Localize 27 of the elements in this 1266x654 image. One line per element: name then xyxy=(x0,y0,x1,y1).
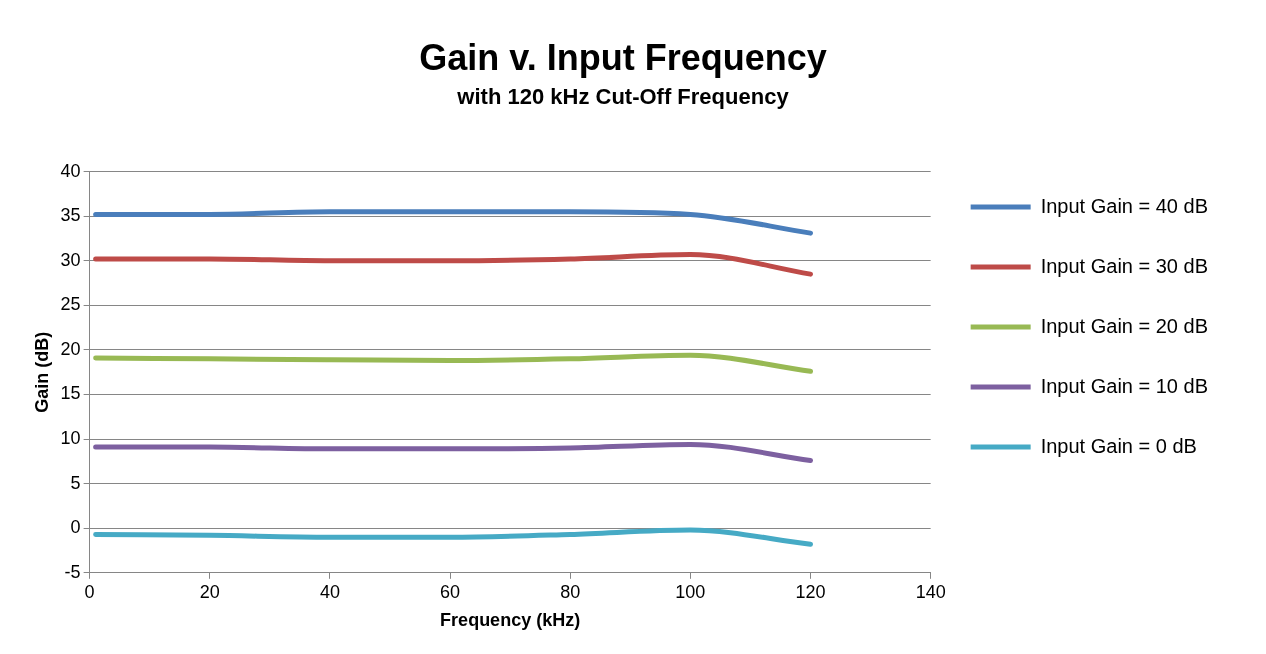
y-tick-label: 5 xyxy=(70,472,81,493)
x-axis-title: Frequency (kHz) xyxy=(440,610,581,631)
y-tick-label: 20 xyxy=(60,338,81,359)
legend-label: Input Gain = 20 dB xyxy=(1040,314,1208,337)
y-tick-label: 30 xyxy=(60,249,81,270)
legend-label: Input Gain = 10 dB xyxy=(1040,374,1208,397)
y-tick-label: 25 xyxy=(60,294,81,315)
y-tick-label: 10 xyxy=(60,428,81,449)
y-tick-label: -5 xyxy=(64,561,81,582)
y-tick-label: 35 xyxy=(60,205,81,226)
chart-title: Gain v. Input Frequency xyxy=(419,36,827,78)
x-tick-label: 20 xyxy=(199,581,220,602)
legend-label: Input Gain = 40 dB xyxy=(1040,194,1208,217)
x-tick-label: 120 xyxy=(795,581,826,602)
legend-label: Input Gain = 30 dB xyxy=(1040,254,1208,277)
x-tick-label: 80 xyxy=(560,581,581,602)
y-tick-label: 40 xyxy=(60,160,81,181)
chart-subtitle: with 120 kHz Cut-Off Frequency xyxy=(456,84,790,110)
y-tick-label: 15 xyxy=(60,383,81,404)
y-tick-label: 0 xyxy=(70,517,81,538)
x-tick-label: 140 xyxy=(915,581,946,602)
x-tick-label: 100 xyxy=(675,581,706,602)
x-tick-label: 0 xyxy=(84,581,95,602)
legend-label: Input Gain = 0 dB xyxy=(1040,434,1197,457)
y-axis-title: Gain (dB) xyxy=(31,331,52,413)
x-tick-label: 40 xyxy=(319,581,340,602)
x-tick-label: 60 xyxy=(440,581,461,602)
